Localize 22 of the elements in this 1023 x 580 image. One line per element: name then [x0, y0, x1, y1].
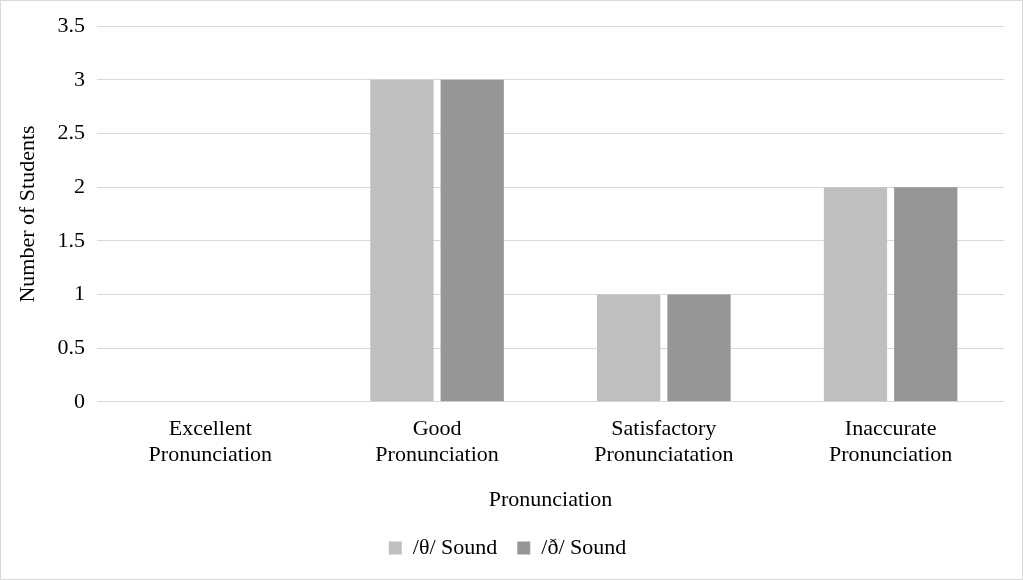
x-tick-label: Satisfactory Pronunciatation — [594, 414, 734, 467]
x-tick-label: Excellent Pronunciation — [148, 414, 273, 467]
y-tick-label: 2 — [73, 172, 85, 198]
y-axis-title: Number of Students — [13, 125, 39, 303]
x-axis-title: Pronunciation — [488, 485, 613, 511]
y-tick-label: 2.5 — [57, 119, 85, 145]
y-tick-label: 3.5 — [57, 11, 85, 37]
bar — [597, 294, 661, 402]
bar — [823, 187, 888, 402]
y-tick-label: 1 — [73, 280, 85, 306]
legend-label: /ð/ Sound — [541, 533, 627, 559]
y-tick-label: 0.5 — [57, 333, 85, 359]
y-tick-label: 1.5 — [57, 226, 85, 252]
bar — [440, 79, 504, 402]
bar — [667, 294, 731, 402]
bar — [370, 79, 434, 402]
y-tick-label: 0 — [73, 387, 85, 413]
y-tick-label: 3 — [73, 65, 85, 91]
x-tick-label: Good Pronunciation — [375, 414, 499, 467]
x-tick-label: Inaccurate Pronunciation — [828, 414, 953, 467]
bar — [894, 187, 958, 402]
legend-label: /θ/ Sound — [412, 533, 498, 559]
